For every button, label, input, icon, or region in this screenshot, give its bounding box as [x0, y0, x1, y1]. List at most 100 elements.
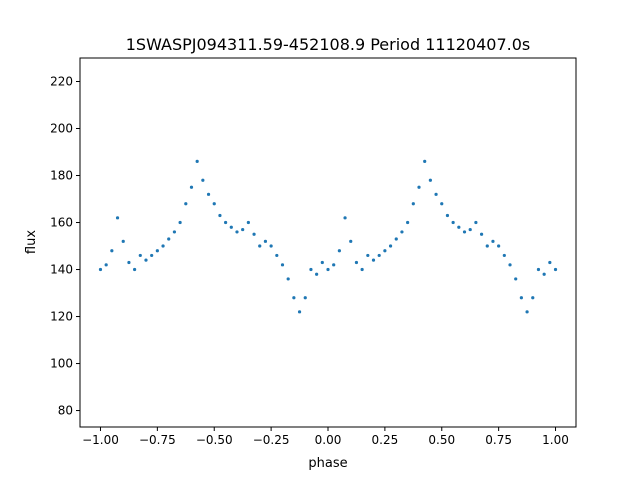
data-point	[434, 192, 438, 196]
data-points	[98, 159, 558, 314]
data-point	[263, 239, 268, 243]
data-point	[224, 220, 228, 225]
data-point	[161, 244, 165, 248]
y-tick-label: 220	[50, 75, 73, 89]
data-point	[286, 277, 290, 281]
x-tick-label: 0.00	[315, 433, 342, 447]
data-point	[206, 192, 211, 196]
data-point	[531, 296, 535, 300]
data-point	[138, 253, 142, 258]
data-point	[485, 244, 489, 248]
data-point	[394, 237, 398, 241]
data-point	[468, 227, 472, 232]
x-tick-label: 0.75	[485, 433, 512, 447]
data-point	[491, 239, 495, 243]
data-point	[309, 267, 313, 272]
data-point	[280, 263, 285, 267]
data-point	[371, 258, 376, 262]
data-point	[388, 244, 393, 248]
data-point	[525, 310, 529, 314]
data-point	[445, 213, 450, 218]
data-point	[320, 260, 324, 265]
data-point	[332, 263, 336, 267]
data-point	[246, 220, 250, 225]
data-point	[121, 239, 125, 243]
data-point	[241, 227, 245, 232]
data-point	[349, 239, 353, 243]
data-point	[172, 230, 177, 234]
data-point	[195, 159, 199, 164]
data-point	[479, 232, 484, 236]
data-point	[133, 267, 137, 272]
data-point	[417, 185, 421, 189]
data-point	[178, 220, 182, 225]
chart-title: 1SWASPJ094311.59-452108.9 Period 1112040…	[126, 35, 531, 54]
data-point	[184, 202, 188, 206]
data-point	[104, 263, 108, 267]
data-point	[553, 267, 558, 272]
data-point	[212, 202, 216, 206]
data-point	[235, 230, 239, 234]
data-point	[144, 258, 148, 262]
x-tick-label: −0.25	[253, 433, 290, 447]
x-tick-label: 1.00	[542, 433, 569, 447]
data-point	[497, 244, 501, 248]
data-point	[360, 267, 364, 272]
data-point	[337, 249, 341, 253]
data-point	[474, 220, 478, 225]
data-point	[457, 225, 461, 229]
data-point	[252, 232, 256, 236]
data-point	[218, 213, 222, 218]
data-point	[110, 249, 114, 253]
x-tick-label: −0.50	[196, 433, 233, 447]
data-point	[423, 159, 427, 164]
data-point	[269, 244, 273, 248]
data-point	[98, 267, 103, 272]
y-tick-label: 160	[50, 216, 73, 230]
data-point	[167, 237, 171, 241]
plot-area	[80, 58, 576, 427]
data-point	[542, 272, 546, 276]
y-tick-label: 80	[58, 404, 73, 418]
x-tick-label: 0.50	[428, 433, 455, 447]
data-point	[519, 296, 523, 300]
data-point	[127, 260, 131, 265]
data-point	[548, 260, 552, 265]
data-point	[451, 220, 455, 225]
data-point	[377, 253, 381, 258]
x-axis-ticks: −1.00 −0.75 −0.50 −0.25 0.00 0.25 0.50 0.75 1.00	[82, 427, 569, 447]
data-point	[406, 220, 410, 225]
data-point	[383, 249, 387, 253]
y-tick-label: 180	[50, 169, 73, 183]
data-point	[155, 249, 159, 253]
x-tick-label: −0.75	[139, 433, 176, 447]
data-point	[189, 185, 194, 189]
data-point	[462, 230, 467, 234]
y-tick-label: 120	[50, 310, 73, 324]
x-tick-label: 0.25	[372, 433, 399, 447]
data-point	[292, 296, 296, 300]
data-point	[502, 253, 506, 258]
y-tick-label: 200	[50, 122, 73, 136]
data-point	[428, 178, 432, 182]
data-point	[297, 310, 302, 314]
y-axis-ticks: 80 100 120 140 160 180 200 220	[50, 75, 80, 418]
data-point	[411, 202, 415, 206]
x-tick-label: −1.00	[82, 433, 119, 447]
data-point	[201, 178, 205, 182]
x-axis-label: phase	[308, 456, 347, 471]
data-point	[326, 267, 330, 272]
data-point	[343, 216, 347, 220]
data-point	[303, 296, 307, 300]
data-point	[354, 260, 359, 265]
data-point	[275, 253, 279, 258]
data-point	[315, 272, 319, 276]
data-point	[440, 202, 444, 206]
data-point	[508, 263, 512, 267]
data-point	[258, 244, 262, 248]
plot-frame	[79, 57, 577, 428]
data-point	[229, 225, 233, 229]
data-point	[536, 267, 541, 272]
y-tick-label: 100	[50, 357, 73, 371]
